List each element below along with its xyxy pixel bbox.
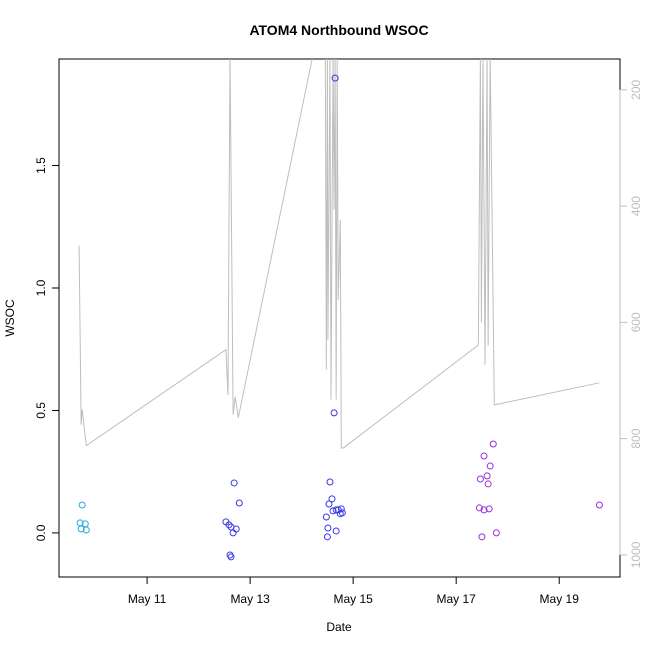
data-point bbox=[325, 500, 333, 508]
data-point bbox=[330, 409, 338, 417]
data-point bbox=[485, 505, 493, 513]
line-series bbox=[78, 59, 600, 449]
y-axis-label: WSOC bbox=[3, 299, 17, 337]
x-axis-label: Date bbox=[326, 620, 352, 634]
x-tick-label: May 15 bbox=[333, 592, 373, 606]
data-point bbox=[486, 462, 494, 470]
data-point bbox=[480, 506, 488, 514]
data-point bbox=[82, 526, 90, 534]
chart-title: ATOM4 Northbound WSOC bbox=[249, 22, 428, 38]
data-point bbox=[489, 440, 497, 448]
data-point bbox=[484, 480, 492, 488]
data-point bbox=[332, 527, 340, 535]
y-tick-label: 0.0 bbox=[34, 524, 48, 541]
y-tick-label: 1.0 bbox=[34, 279, 48, 296]
data-point bbox=[323, 533, 331, 541]
data-point bbox=[232, 525, 240, 533]
data-point bbox=[328, 495, 336, 503]
data-point bbox=[332, 506, 340, 514]
data-point bbox=[324, 524, 332, 532]
y2-tick-label: 400 bbox=[629, 196, 643, 216]
data-point bbox=[337, 505, 345, 513]
data-point bbox=[77, 525, 85, 533]
data-point bbox=[229, 529, 237, 537]
y-tick-label: 0.5 bbox=[34, 402, 48, 419]
x-tick-label: May 19 bbox=[540, 592, 580, 606]
data-point bbox=[483, 472, 491, 480]
x-tick-label: May 13 bbox=[230, 592, 270, 606]
y2-tick-label: 1000 bbox=[629, 541, 643, 568]
data-point bbox=[230, 479, 238, 487]
y2-tick-label: 200 bbox=[629, 79, 643, 99]
y2-tick-label: 800 bbox=[629, 428, 643, 448]
x-tick-label: May 11 bbox=[128, 592, 167, 606]
data-point bbox=[78, 501, 86, 509]
data-point bbox=[225, 521, 233, 529]
data-point bbox=[595, 501, 603, 509]
data-point bbox=[235, 499, 243, 507]
x-tick-label: May 17 bbox=[437, 592, 477, 606]
data-point bbox=[326, 478, 334, 486]
data-point bbox=[227, 553, 235, 561]
data-point bbox=[329, 507, 337, 515]
y2-tick-label: 600 bbox=[629, 312, 643, 332]
plot-frame bbox=[58, 58, 621, 578]
data-point bbox=[478, 533, 486, 541]
data-point bbox=[338, 509, 346, 517]
data-point bbox=[331, 74, 339, 82]
data-point bbox=[492, 529, 500, 537]
y-tick-label: 1.5 bbox=[34, 157, 48, 174]
data-point bbox=[475, 504, 483, 512]
data-point bbox=[322, 513, 330, 521]
data-point bbox=[480, 452, 488, 460]
data-point bbox=[476, 475, 484, 483]
